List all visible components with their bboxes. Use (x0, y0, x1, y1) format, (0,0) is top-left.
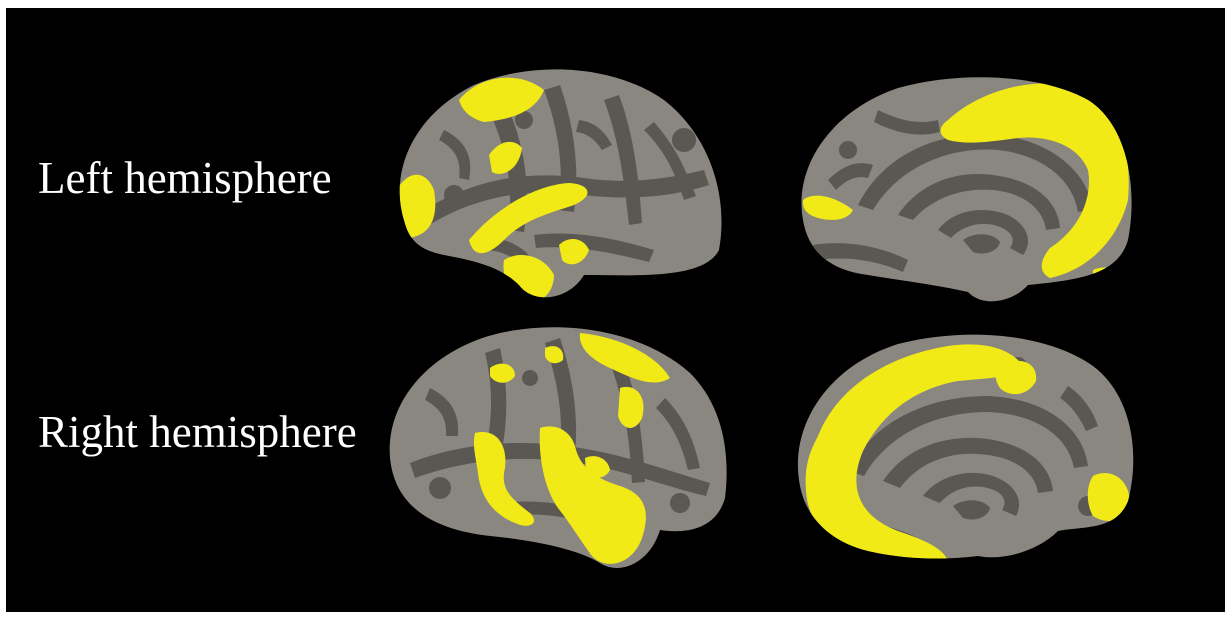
left-lateral-brain (399, 69, 722, 298)
right-lateral-activation (473, 333, 670, 564)
right-medial-activation (805, 344, 1130, 559)
right-hemisphere-label: Right hemisphere (38, 407, 357, 457)
left-lateral-sulci (424, 85, 709, 263)
left-medial-sulci (813, 110, 1093, 275)
brain-figure: Left hemisphere Right hemisphere (6, 8, 1225, 612)
right-medial-brain (797, 334, 1134, 559)
right-lateral-brain (389, 327, 727, 568)
left-hemisphere-label: Left hemisphere (38, 153, 332, 203)
left-medial-brain (801, 77, 1132, 302)
